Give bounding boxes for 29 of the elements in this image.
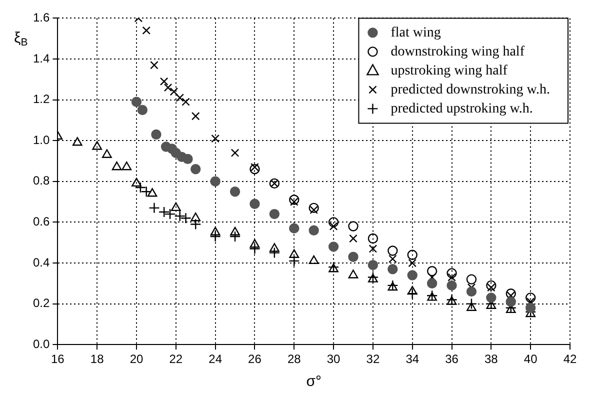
- y-tick-label: 0.8: [32, 174, 50, 188]
- y-tick-label: 1.6: [32, 10, 50, 25]
- y-tick-label: 1.0: [32, 132, 50, 147]
- y-tick-label: 1.2: [32, 92, 50, 106]
- x-tick-label: 38: [484, 352, 498, 366]
- x-tick-label: 16: [51, 352, 65, 366]
- x-axis-title: σ°: [306, 373, 322, 390]
- x-tick-label: 24: [208, 352, 222, 366]
- x-tick-label: 28: [287, 352, 302, 366]
- legend-label: flat wing: [390, 25, 441, 40]
- x-tick-label: 20: [130, 352, 144, 366]
- y-tick-label: 0.0: [32, 336, 50, 351]
- x-tick-label: 34: [406, 352, 420, 366]
- y-tick-label: 1.4: [32, 51, 50, 66]
- x-tick-label: 18: [90, 352, 104, 366]
- x-tick-label: 36: [445, 352, 459, 366]
- y-tick-label: 0.2: [32, 296, 50, 310]
- x-tick-label: 40: [524, 352, 538, 366]
- x-tick-label: 32: [366, 352, 380, 366]
- x-tick-label: 42: [563, 352, 577, 366]
- y-tick-label: 0.4: [32, 255, 50, 270]
- legend-label: upstroking wing half: [390, 63, 508, 78]
- legend-label: predicted upstroking w.h.: [390, 101, 533, 116]
- x-tick-label: 26: [248, 352, 262, 366]
- x-tick-label: 22: [169, 352, 183, 366]
- x-tick-label: 30: [326, 352, 341, 366]
- legend-label: downstroking wing half: [390, 44, 525, 60]
- y-tick-label: 0.6: [32, 214, 50, 229]
- legend-label: predicted downstroking w.h.: [390, 82, 550, 98]
